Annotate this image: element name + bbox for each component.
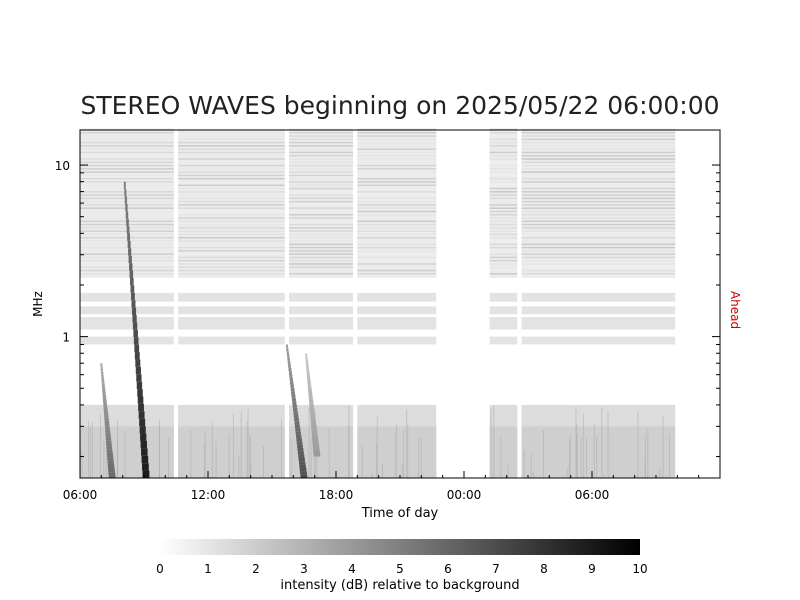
colorbar-tick-label: 4	[348, 562, 356, 576]
spacecraft-label: Ahead	[728, 291, 742, 329]
radio-burst	[123, 181, 150, 478]
radio-burst	[100, 363, 116, 478]
x-tick-label: 06:00	[575, 488, 610, 502]
y-axis-label: MHz	[31, 291, 45, 317]
chart-title: STEREO WAVES beginning on 2025/05/22 06:…	[80, 91, 719, 120]
y-axis-ticks: 1 10	[55, 159, 720, 458]
colorbar-gradient	[160, 539, 640, 555]
colorbar-tick-label: 2	[252, 562, 260, 576]
y-tick-label: 1	[62, 331, 70, 345]
x-tick-label: 18:00	[319, 488, 354, 502]
radio-burst	[305, 353, 321, 457]
colorbar-tick-label: 1	[204, 562, 212, 576]
colorbar-ticks: 0 1 2 3 4 5 6 7 8 9 10	[156, 562, 647, 576]
radio-burst	[285, 344, 308, 478]
colorbar-tick-label: 0	[156, 562, 164, 576]
plot-area: 06:00 12:00 18:00 00:00 06:00 1 10	[55, 128, 721, 502]
colorbar-tick-label: 7	[492, 562, 500, 576]
data-segment	[80, 128, 174, 478]
data-segment	[357, 128, 437, 478]
colorbar-tick-label: 8	[540, 562, 548, 576]
colorbar-label: intensity (dB) relative to background	[280, 578, 519, 593]
colorbar: 0 1 2 3 4 5 6 7 8 9 10 intensity (dB) relative to …	[156, 539, 648, 593]
colorbar-tick-label: 10	[632, 562, 647, 576]
colorbar-tick-label: 5	[396, 562, 404, 576]
x-tick-label: 06:00	[63, 488, 98, 502]
colorbar-tick-label: 3	[300, 562, 308, 576]
x-tick-label: 12:00	[191, 488, 226, 502]
colorbar-tick-label: 9	[588, 562, 596, 576]
data-segment	[521, 128, 676, 478]
x-tick-label: 00:00	[447, 488, 482, 502]
x-axis-ticks: 06:00 12:00 18:00 00:00 06:00	[63, 471, 721, 502]
x-axis-label: Time of day	[361, 506, 439, 521]
y-tick-label: 10	[55, 159, 70, 173]
spectrogram-image	[80, 128, 676, 478]
colorbar-tick-label: 6	[444, 562, 452, 576]
data-segment	[489, 128, 518, 478]
data-segment	[178, 128, 285, 478]
